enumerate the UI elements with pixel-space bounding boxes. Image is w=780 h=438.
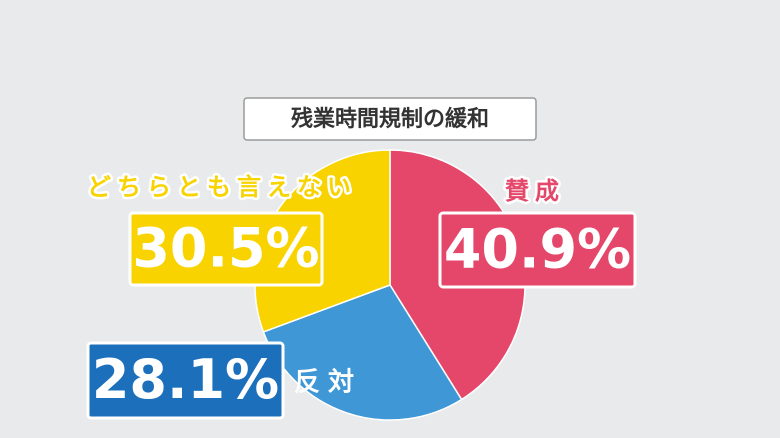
- value-box: [86, 341, 285, 420]
- value-box: [128, 211, 324, 287]
- category-label: 賛成: [505, 177, 565, 205]
- category-label: 反対: [294, 368, 362, 398]
- value-label: 30.5%: [132, 217, 319, 280]
- title-box: [243, 97, 537, 141]
- chart-title: 残業時間規制の緩和: [291, 106, 489, 132]
- value-label: 40.9%: [444, 218, 631, 281]
- labels: 40.9% 賛成 28.1% 反対 30.5% どちらとも言えない: [85, 171, 637, 420]
- value-box: [438, 211, 637, 289]
- category-label: どちらとも言えない: [87, 173, 357, 201]
- value-label: 28.1%: [92, 348, 279, 411]
